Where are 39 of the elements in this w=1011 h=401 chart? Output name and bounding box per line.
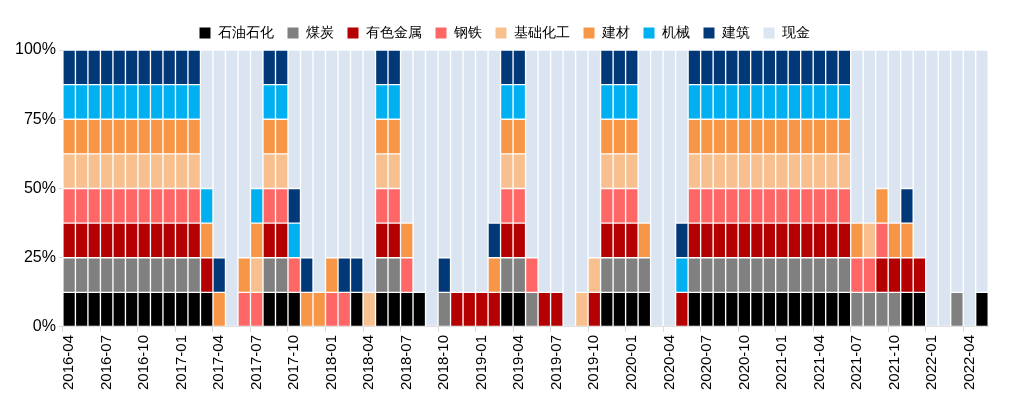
x-tick-label: 2019-07 [546, 334, 564, 391]
x-tick-label: 2020-01 [621, 334, 639, 391]
y-tick-label: 0% [32, 317, 56, 335]
legend-label: 有色金属 [365, 23, 422, 40]
legend-label: 机械 [661, 23, 690, 40]
x-tick-label: 2020-04 [659, 334, 677, 391]
legend-label: 钢铁 [452, 23, 482, 40]
x-tick-label: 2018-07 [396, 334, 414, 391]
x-tick-label: 2019-01 [471, 334, 489, 391]
x-tick-label: 2020-07 [697, 334, 715, 391]
x-tick-label: 2017-01 [171, 334, 189, 391]
x-tick-label: 2017-07 [246, 334, 264, 391]
x-tick-label: 2022-01 [922, 334, 940, 391]
y-tick-label: 50% [23, 178, 56, 196]
x-tick-label: 2018-04 [359, 334, 377, 391]
x-tick-label: 2019-04 [509, 334, 527, 391]
y-tick-label: 75% [23, 109, 56, 127]
x-tick-label: 2021-01 [772, 334, 790, 391]
x-tick-label: 2016-10 [134, 334, 152, 391]
legend-label: 建筑 [720, 23, 750, 40]
legend-label: 建材 [600, 23, 630, 40]
y-tick-label: 25% [23, 248, 56, 266]
x-tick-label: 2022-04 [959, 334, 977, 391]
x-tick-label: 2021-10 [884, 334, 902, 391]
x-tick-label: 2018-01 [321, 334, 339, 391]
legend-label: 现金 [781, 23, 810, 40]
x-tick-label: 2021-04 [809, 334, 827, 391]
x-tick-label: 2020-10 [734, 334, 752, 391]
legend-label: 煤炭 [305, 23, 334, 40]
x-tick-label: 2016-07 [96, 334, 114, 391]
y-tick-label: 100% [15, 40, 56, 58]
x-tick-label: 2021-07 [847, 334, 865, 391]
x-tick-label: 2018-10 [434, 334, 452, 391]
x-tick-label: 2019-10 [584, 334, 602, 391]
x-tick-label: 2016-04 [59, 334, 77, 391]
x-tick-label: 2017-04 [209, 334, 227, 391]
legend-label: 石油石化 [217, 23, 274, 40]
x-tick-label: 2017-10 [284, 334, 302, 391]
legend-label: 基础化工 [513, 23, 570, 40]
